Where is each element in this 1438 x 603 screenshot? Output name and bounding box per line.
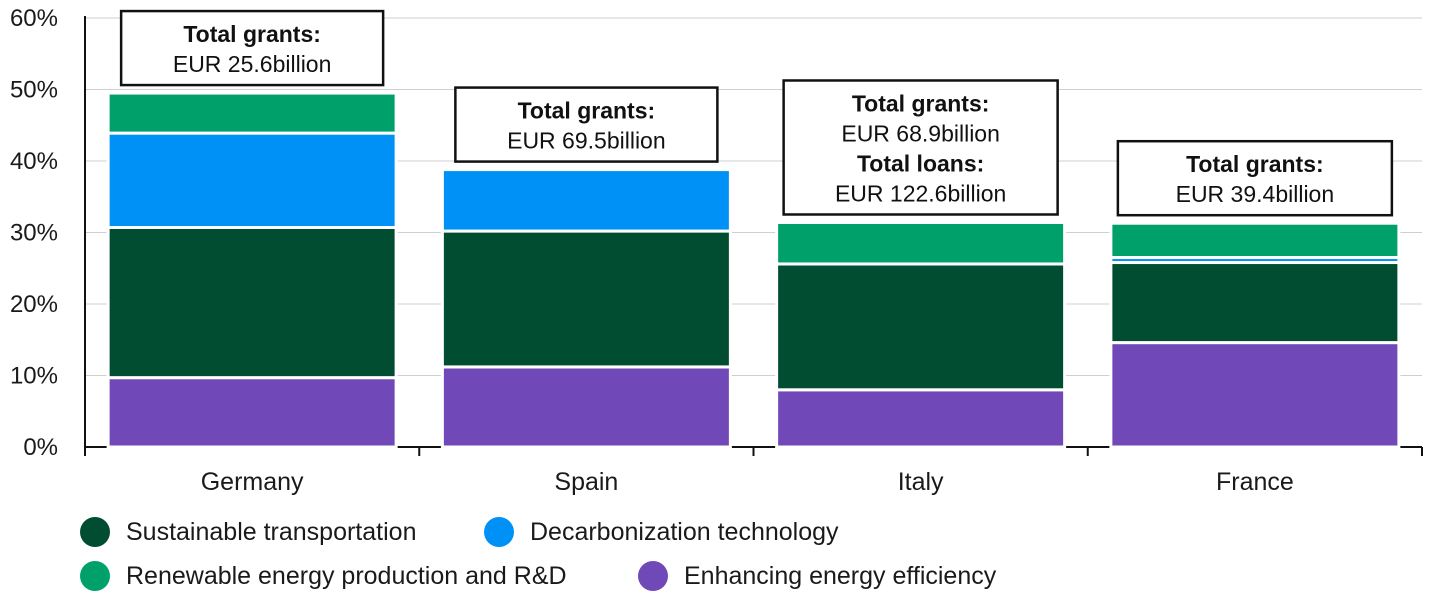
annotation-text: Total grants: [183,21,321,47]
bar-segment-sustainable-transportation [440,229,732,369]
bar-segment-decarbonization-technology [440,168,732,233]
bar-segment-renewable-energy-production-and-r-d [1109,221,1401,260]
bar-segment-renewable-energy-production-and-r-d [106,91,398,135]
x-category-label: Spain [554,468,618,496]
y-tick-label: 10% [10,363,58,390]
annotation-text: EUR 122.6billion [835,180,1006,206]
x-category-label: Germany [201,468,304,496]
legend-item-sustainable-transportation: Sustainable transportation [80,517,416,547]
y-tick-label: 50% [10,77,58,104]
bar-segment-enhancing-energy-efficiency [440,365,732,449]
annotation-text: EUR 25.6billion [173,51,332,77]
legend-label: Decarbonization technology [530,517,839,546]
legend-label: Sustainable transportation [126,517,417,546]
legend-swatch-decarbonization-technology [484,517,514,547]
bar-segment-sustainable-transportation [1109,261,1401,345]
bar-segment-enhancing-energy-efficiency [106,376,398,449]
legend-label: Enhancing energy efficiency [684,561,997,590]
legend: Sustainable transportation Decarbonizati… [80,512,1180,602]
legend-label: Renewable energy production and R&D [126,561,567,590]
bar-segment-sustainable-transportation [775,262,1067,392]
legend-item-renewable-energy: Renewable energy production and R&D [80,561,567,591]
y-tick-label: 20% [10,291,58,318]
annotation-text: EUR 39.4billion [1176,181,1335,207]
stacked-bar-chart: 0% 10% 20% 30% 40% 50% 60% Germany Total grants:… [10,5,1423,496]
legend-swatch-renewable-energy [80,561,110,591]
annotation-box [454,86,719,163]
annotation-box [119,9,385,87]
legend-swatch-sustainable-transportation [80,517,110,547]
legend-item-decarbonization-technology: Decarbonization technology [484,517,839,547]
bar-segment-renewable-energy-production-and-r-d [775,220,1067,266]
bar-segment-decarbonization-technology [106,131,398,229]
annotation-text: Total grants: [1186,151,1324,177]
x-category-label: Italy [898,468,944,496]
annotation-text: EUR 69.5billion [507,128,666,154]
bar-segment-enhancing-energy-efficiency [1109,341,1401,449]
annotation-text: Total loans: [857,150,984,176]
y-tick-label: 40% [10,148,58,175]
y-tick-label: 30% [10,220,58,247]
annotation-text: Total grants: [518,98,656,124]
annotation-box [782,79,1059,216]
annotation-text: EUR 68.9billion [841,120,1000,146]
y-tick-label: 60% [10,5,58,32]
x-category-label: France [1216,468,1294,496]
y-tick-label: 0% [23,434,58,461]
legend-swatch-enhancing-energy-efficiency [638,561,668,591]
bar-segment-enhancing-energy-efficiency [775,388,1067,449]
annotation-box [1116,139,1394,217]
annotation-text: Total grants: [852,90,990,116]
legend-item-enhancing-energy-efficiency: Enhancing energy efficiency [638,561,996,591]
bar-segment-sustainable-transportation [106,225,398,380]
